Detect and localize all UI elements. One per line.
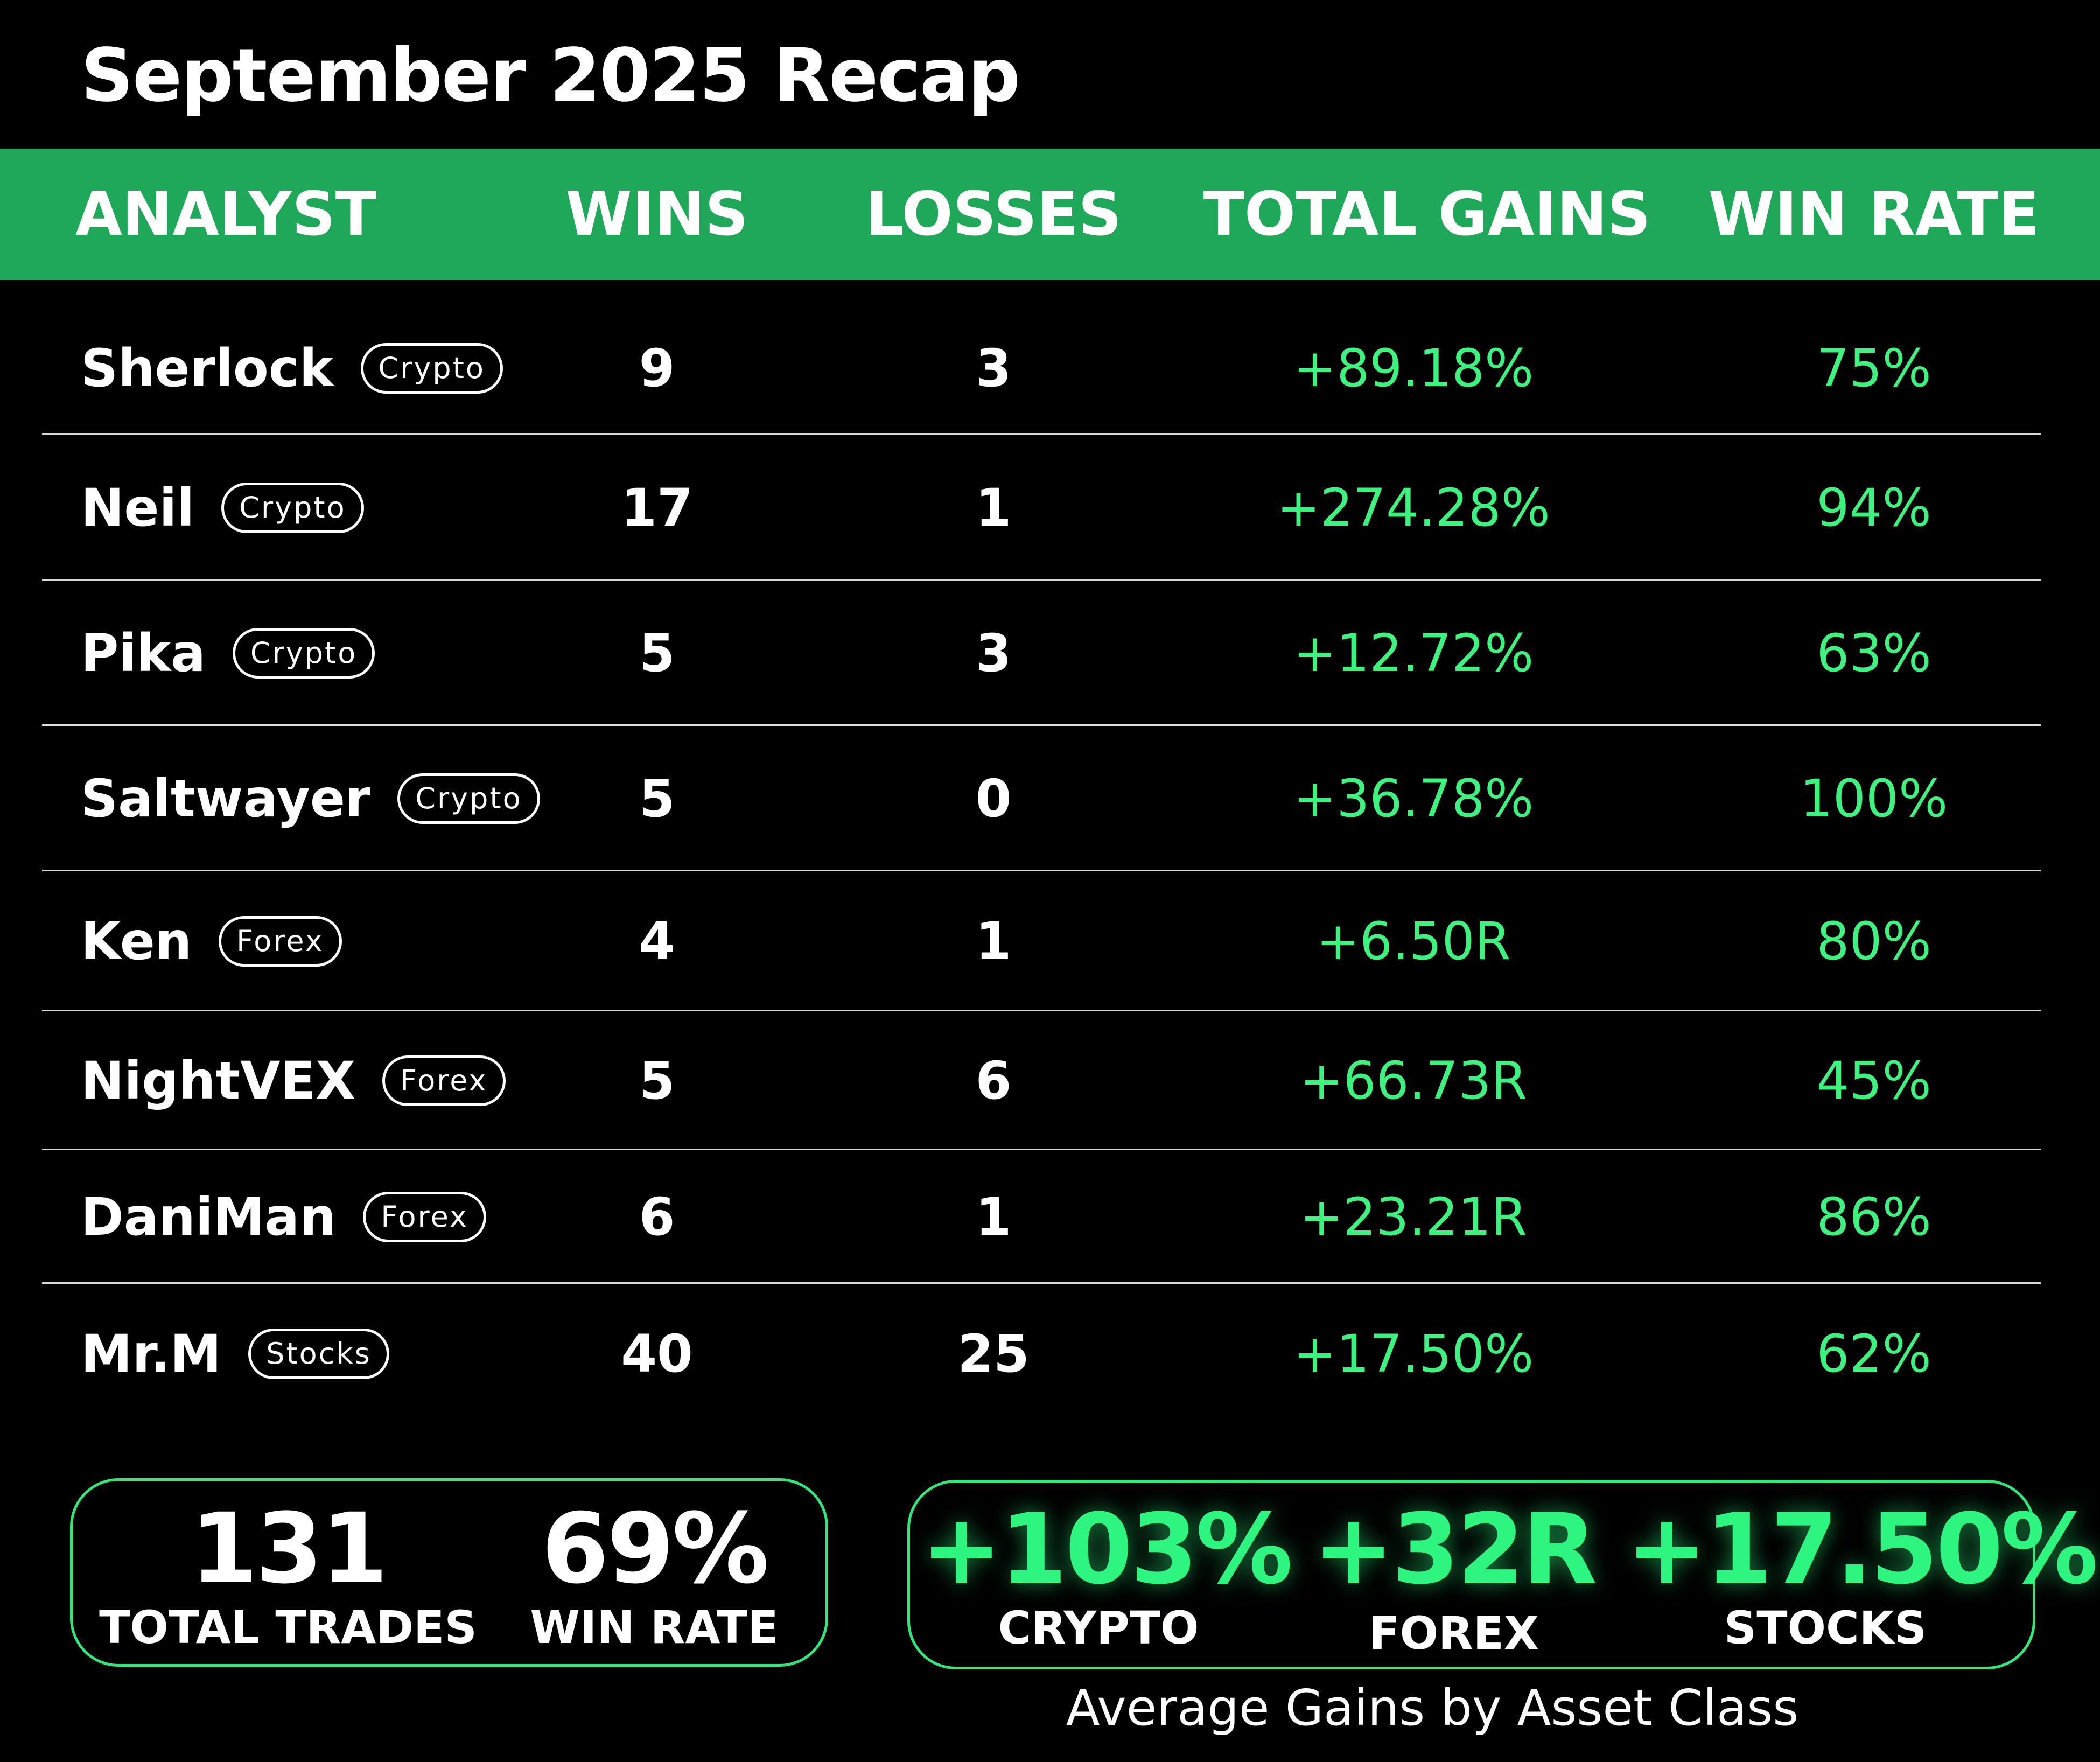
summary-box: 131 TOTAL TRADES 69% WIN RATE [70,1478,828,1667]
overall-win-rate-label: WIN RATE [530,1601,779,1654]
losses-value: 1 [975,911,1012,971]
win-rate-value: 94% [1816,478,1931,538]
wins-value: 40 [621,1324,693,1384]
asset-class-box: +103% CRYPTO +32R FOREX +17.50% STOCKS [907,1480,2098,1669]
table-row: Pika Crypto 5 3 +12.72% 63% [0,581,2100,726]
losses-value: 1 [975,1187,1012,1247]
gains-value: +6.50R [1316,911,1511,971]
analyst-name: NightVEX [81,1051,356,1111]
wins-value: 9 [639,338,675,398]
table-row: Ken Forex 4 1 +6.50R 80% [0,871,2100,1011]
gains-value: +12.72% [1293,623,1534,683]
asset-tag: Crypto [221,483,364,533]
analyst-name: DaniMan [81,1187,337,1247]
asset-tag: Crypto [360,343,503,394]
header-win-rate: WIN RATE [1708,179,2040,249]
stocks-stat: +17.50% STOCKS [1626,1493,2098,1655]
header-total-gains: TOTAL GAINS [1203,179,1651,249]
win-rate-value: 75% [1816,338,1931,398]
wins-value: 5 [639,1051,675,1111]
row-divider [42,1149,2041,1150]
row-divider [42,433,2041,435]
header-wins: WINS [565,179,748,249]
win-rate-value: 100% [1800,768,1948,829]
win-rate-value: 63% [1816,623,1931,683]
overall-win-rate-value: 69% [541,1493,769,1605]
table-row: Sherlock Crypto 9 3 +89.18% 75% [0,302,2100,435]
gains-value: +23.21R [1300,1187,1527,1247]
page-title: September 2025 Recap [81,33,1020,118]
gains-value: +274.28% [1277,478,1550,538]
table-row: Saltwayer Crypto 5 0 +36.78% 100% [0,726,2100,871]
crypto-label: CRYPTO [998,1602,1199,1654]
gains-value: +89.18% [1293,338,1534,398]
wins-value: 17 [621,478,693,538]
header-analyst: ANALYST [75,179,377,249]
total-trades-stat: 131 TOTAL TRADES [83,1498,493,1654]
table-row: Neil Crypto 17 1 +274.28% 94% [0,435,2100,581]
analyst-name: Ken [81,911,192,971]
wins-value: 6 [639,1187,675,1247]
analyst-name: Saltwayer [81,768,371,829]
asset-tag: Forex [219,916,342,967]
crypto-avg-value: +103% [921,1493,1293,1606]
forex-stat: +32R FOREX [1287,1499,1621,1660]
analyst-name: Pika [81,623,206,683]
losses-value: 0 [975,768,1012,829]
overall-win-rate-stat: 69% WIN RATE [503,1498,805,1654]
stocks-avg-value: +17.50% [1626,1493,2098,1606]
table-row: DaniMan Forex 6 1 +23.21R 86% [0,1150,2100,1284]
table-header: ANALYST WINS LOSSES TOTAL GAINS WIN RATE [0,149,2100,280]
asset-tag: Crypto [397,773,540,824]
crypto-stat: +103% CRYPTO [921,1493,1293,1655]
row-divider [42,870,2041,871]
losses-value: 6 [975,1051,1012,1111]
row-divider [42,724,2041,726]
total-trades-label: TOTAL TRADES [99,1601,477,1654]
losses-value: 3 [975,623,1012,683]
asset-class-caption: Average Gains by Asset Class [1066,1679,1799,1737]
asset-tag: Stocks [248,1329,389,1379]
stocks-label: STOCKS [1724,1602,1927,1654]
gains-value: +17.50% [1293,1324,1534,1384]
forex-label: FOREX [1369,1607,1539,1660]
row-divider [42,579,2041,581]
asset-tag: Forex [382,1055,506,1106]
forex-avg-value: +32R [1313,1493,1597,1606]
table-row: NightVEX Forex 5 6 +66.73R 45% [0,1011,2100,1150]
total-trades-value: 131 [190,1493,388,1605]
asset-tag: Forex [363,1192,486,1242]
gains-value: +36.78% [1293,768,1534,829]
asset-tag: Crypto [232,628,375,679]
wins-value: 5 [639,768,675,829]
analyst-name: Neil [81,478,195,538]
win-rate-value: 62% [1816,1324,1931,1384]
table-row: Mr.M Stocks 40 25 +17.50% 62% [0,1284,2100,1424]
win-rate-value: 45% [1816,1051,1931,1111]
row-divider [42,1010,2041,1011]
gains-value: +66.73R [1300,1051,1527,1111]
losses-value: 1 [975,478,1012,538]
losses-value: 25 [957,1324,1030,1384]
losses-value: 3 [975,338,1012,398]
header-losses: LOSSES [865,179,1122,249]
analyst-name: Sherlock [81,338,334,398]
row-divider [42,1282,2041,1284]
win-rate-value: 86% [1816,1187,1931,1247]
win-rate-value: 80% [1816,911,1931,971]
wins-value: 4 [639,911,675,971]
analyst-name: Mr.M [81,1324,222,1384]
wins-value: 5 [639,623,675,683]
